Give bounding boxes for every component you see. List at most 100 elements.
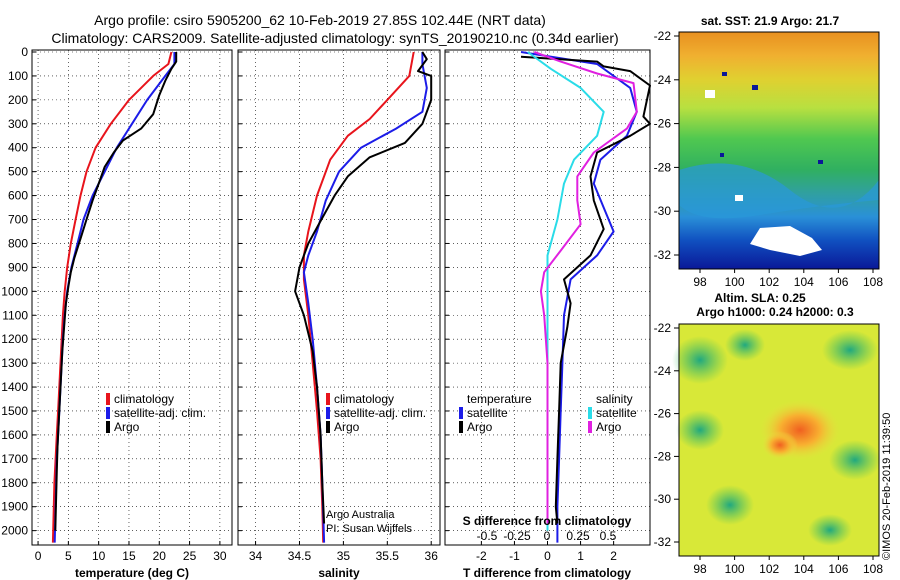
legend-label-climatology: climatology bbox=[114, 392, 174, 406]
depth-tick-label: 1100 bbox=[2, 308, 28, 322]
sst-pixel bbox=[752, 85, 758, 90]
map-xtick-label: 98 bbox=[693, 275, 707, 289]
legend-swatch-t-satellite bbox=[459, 407, 463, 419]
map-xtick-label: 100 bbox=[725, 275, 745, 289]
x-tick-label: 35.5 bbox=[376, 549, 400, 563]
grid-lines bbox=[32, 50, 650, 545]
series-t-argo bbox=[520, 55, 651, 524]
map-ytick-label: -32 bbox=[654, 535, 672, 549]
x-tick-label: 35 bbox=[337, 549, 351, 563]
map-xtick-label: 106 bbox=[828, 275, 848, 289]
depth-tick-label: 1400 bbox=[1, 380, 28, 394]
legend-swatch-climatology bbox=[326, 393, 330, 405]
map-xtick-label: 106 bbox=[828, 562, 848, 576]
map-ytick-label: -26 bbox=[654, 117, 672, 131]
s-tick-0: -0.5 bbox=[477, 529, 498, 543]
x-tick-label: 10 bbox=[92, 549, 106, 563]
legend-swatch-climatology bbox=[106, 393, 110, 405]
sla-high bbox=[762, 431, 798, 459]
legend-swatch-argo bbox=[326, 421, 330, 433]
map-ytick-label: -26 bbox=[654, 407, 672, 421]
map-xtick-label: 100 bbox=[725, 562, 745, 576]
x-tick-label: 2 bbox=[610, 549, 617, 563]
depth-tick-label: 1200 bbox=[1, 332, 28, 346]
x-tick-label: 36 bbox=[425, 549, 439, 563]
legend-title-temperature: temperature bbox=[467, 392, 532, 406]
x-tick-label: 5 bbox=[65, 549, 72, 563]
sla-map-title2: Argo h1000: 0.24 h2000: 0.3 bbox=[696, 305, 854, 319]
temperature-legend: climatology satellite-adj. clim. Argo bbox=[106, 392, 206, 434]
map-xtick-label: 98 bbox=[693, 562, 707, 576]
s-tick-4: 0.5 bbox=[600, 529, 617, 543]
x-tick-label: 20 bbox=[153, 549, 167, 563]
depth-tick-label: 1700 bbox=[1, 452, 28, 466]
series-satellite-adj-clim- bbox=[53, 52, 176, 543]
x-tick-label: -2 bbox=[476, 549, 487, 563]
depth-tick-label: 1800 bbox=[1, 476, 28, 490]
series-climatology bbox=[302, 51, 415, 543]
depth-tick-label: 900 bbox=[8, 260, 28, 274]
s-tick-1: -0.25 bbox=[503, 529, 531, 543]
sla-low bbox=[672, 336, 728, 384]
sst-map-title: sat. SST: 21.9 Argo: 21.7 bbox=[701, 14, 840, 28]
depth-tick-label: 1900 bbox=[1, 500, 28, 514]
salinity-legend: climatology satellite-adj. clim. Argo Ar… bbox=[326, 392, 426, 535]
legend-label-t-satellite: satellite bbox=[467, 406, 508, 420]
profile-series bbox=[51, 51, 651, 543]
depth-tick-label: 1500 bbox=[1, 404, 28, 418]
legend-label-s-argo: Argo bbox=[596, 420, 622, 434]
sla-low bbox=[822, 330, 878, 370]
sla-low bbox=[725, 329, 765, 361]
salinity-panel bbox=[237, 49, 441, 546]
temperature-xlabel: temperature (deg C) bbox=[75, 566, 189, 580]
map-xtick-label: 104 bbox=[794, 562, 814, 576]
depth-tick-label: 100 bbox=[8, 69, 28, 83]
attribution-pi: PI: Susan Wijffels bbox=[326, 523, 412, 535]
salinity-xlabel: salinity bbox=[318, 566, 360, 580]
depth-axis: 0 100 200 300 400 500 600 700 800 900 1000 1100 1200… bbox=[1, 45, 28, 538]
depth-tick-label: 1300 bbox=[1, 356, 28, 370]
header-line2: Climatology: CARS2009. Satellite-adjuste… bbox=[51, 30, 618, 46]
depth-tick-label: 0 bbox=[21, 45, 28, 59]
map-ytick-label: -22 bbox=[654, 29, 672, 43]
sla-low bbox=[808, 514, 852, 546]
series-t-satellite bbox=[520, 51, 638, 543]
legend-swatch-s-satellite bbox=[588, 407, 592, 419]
sla-map: Altim. SLA: 0.25 Argo h1000: 0.24 h2000:… bbox=[672, 291, 881, 557]
x-tick-label: 34 bbox=[249, 549, 263, 563]
difference-xlabel: T difference from climatology bbox=[463, 566, 631, 580]
legend-swatch-t-argo bbox=[459, 421, 463, 433]
depth-tick-label: 800 bbox=[8, 236, 28, 250]
sst-pixel bbox=[722, 72, 727, 76]
depth-tick-label: 300 bbox=[8, 117, 28, 131]
x-tick-label: 25 bbox=[183, 549, 197, 563]
sla-map-frame bbox=[678, 323, 880, 557]
sla-low bbox=[829, 440, 881, 480]
map-xtick-label: 104 bbox=[794, 275, 814, 289]
legend-label-argo: Argo bbox=[334, 420, 360, 434]
series-argo bbox=[294, 51, 433, 524]
map-ytick-label: -24 bbox=[654, 73, 672, 87]
depth-tick-label: 200 bbox=[8, 93, 28, 107]
x-tick-label: 0 bbox=[35, 549, 42, 563]
depth-tick-label: 400 bbox=[8, 141, 28, 155]
sst-map: sat. SST: 21.9 Argo: 21.7 bbox=[678, 14, 880, 270]
s-tick-3: 0.25 bbox=[566, 529, 590, 543]
map-xtick-label: 108 bbox=[863, 562, 883, 576]
imos-stamp: ©IMOS 20-Feb-2019 11:39:50 bbox=[881, 413, 893, 560]
sla-low bbox=[676, 410, 724, 450]
sst-missing-data bbox=[705, 90, 715, 98]
depth-tick-label: 700 bbox=[8, 213, 28, 227]
map-ytick-label: -28 bbox=[654, 160, 672, 174]
map-xtick-label: 102 bbox=[759, 275, 779, 289]
series-climatology bbox=[51, 51, 173, 543]
x-tick-label: 30 bbox=[213, 549, 227, 563]
x-tick-label: 15 bbox=[122, 549, 136, 563]
legend-label-satellite: satellite-adj. clim. bbox=[334, 406, 426, 420]
legend-swatch-satellite bbox=[106, 407, 110, 419]
legend-swatch-argo bbox=[106, 421, 110, 433]
map-ytick-label: -32 bbox=[654, 248, 672, 262]
map-ytick-label: -30 bbox=[654, 492, 672, 506]
legend-title-salinity: salinity bbox=[596, 392, 633, 406]
